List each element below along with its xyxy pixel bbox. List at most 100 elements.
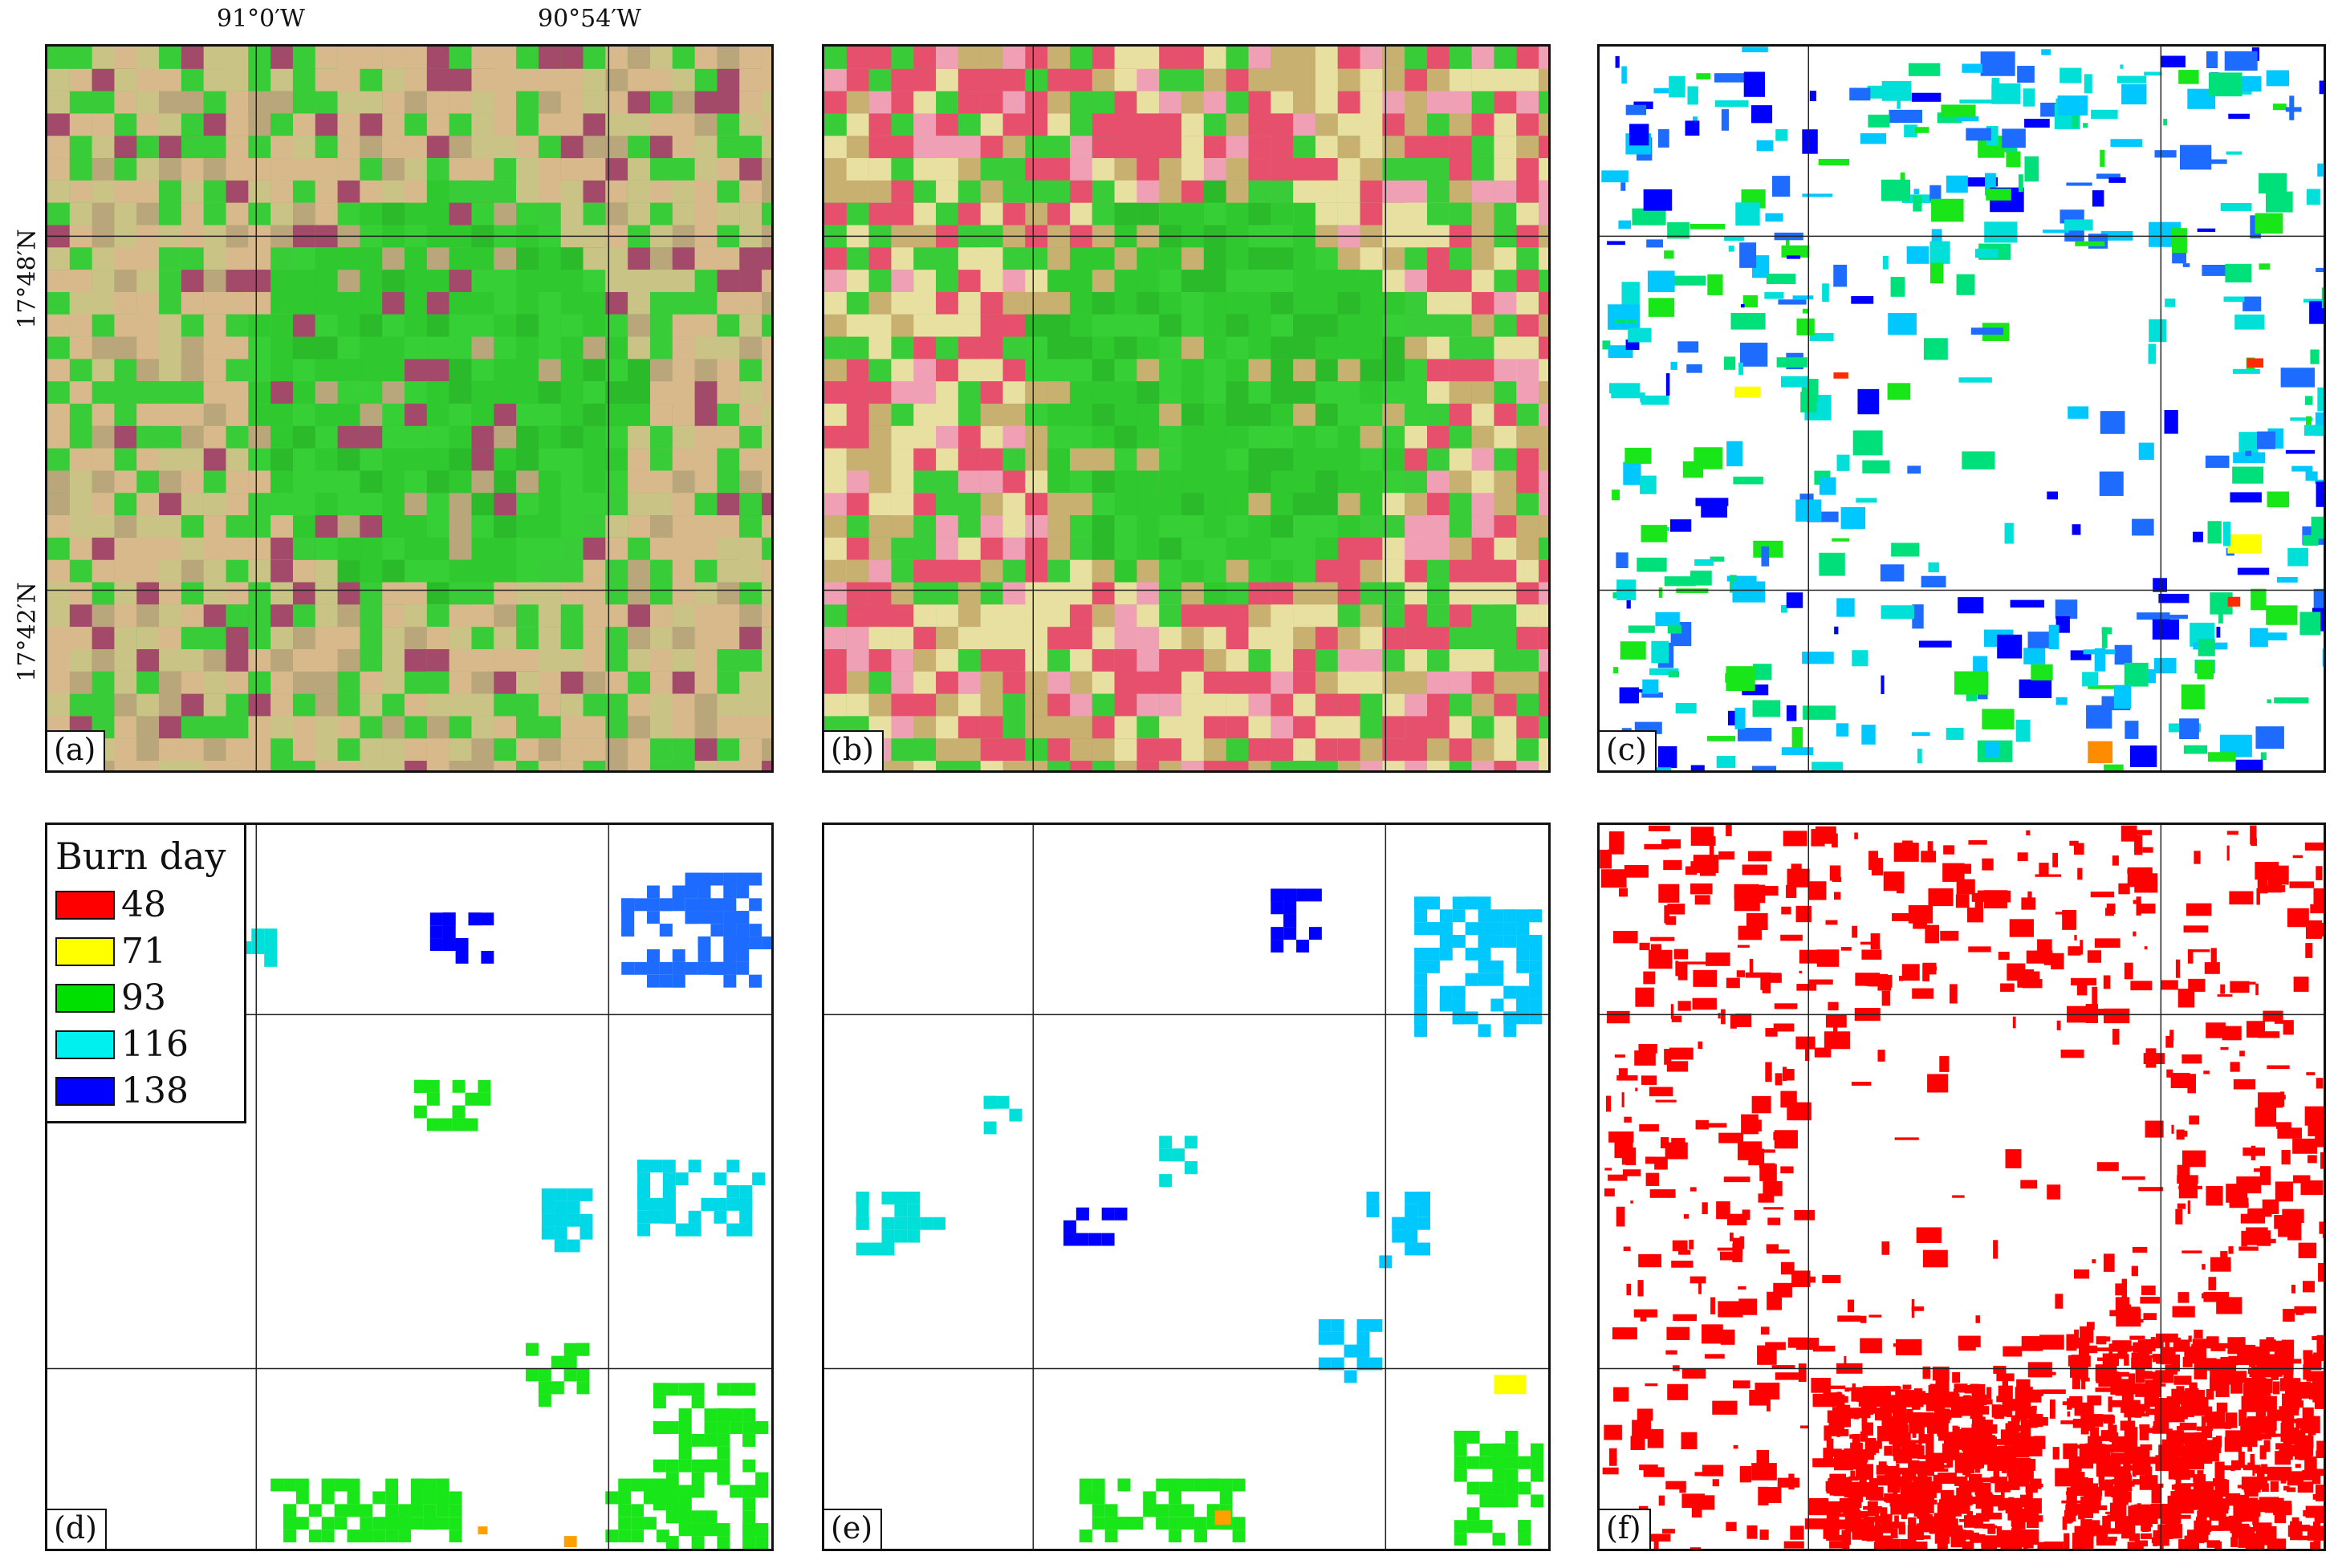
pixel-patch [360, 493, 383, 516]
pixel-patch [1466, 1507, 1480, 1521]
pixel-patch [203, 671, 226, 694]
pixel-patch [2102, 1455, 2108, 1473]
pixel-patch [226, 158, 249, 181]
pixel-patch [2222, 522, 2230, 546]
pixel-patch [1825, 1014, 1847, 1028]
pixel-patch [2018, 174, 2023, 193]
pixel-patch [1966, 1511, 1974, 1525]
pixel-patch [762, 936, 771, 949]
pixel-patch [2229, 1197, 2249, 1208]
pixel-patch [2236, 1434, 2258, 1447]
pixel-patch [1649, 1189, 1676, 1198]
pixel-patch [1366, 1191, 1380, 1204]
pixel-patch [1600, 869, 1627, 888]
pixel-patch [1993, 1366, 2007, 1374]
pixel-patch [2052, 1447, 2059, 1460]
pixel-patch [1996, 1525, 2003, 1542]
pixel-patch [1621, 66, 1627, 84]
pixel-patch [1478, 947, 1491, 961]
pixel-patch [672, 247, 695, 270]
pixel-patch [248, 113, 271, 136]
pixel-patch [1789, 1478, 1795, 1484]
pixel-patch [1929, 1468, 1949, 1473]
pixel-patch [1181, 627, 1204, 650]
pixel-patch [2227, 534, 2262, 554]
pixel-patch [691, 1485, 705, 1498]
pixel-patch [516, 113, 539, 136]
pixel-patch [426, 359, 449, 382]
pixel-patch [47, 180, 70, 203]
pixel-patch [1630, 1436, 1645, 1451]
pixel-patch [1879, 1432, 1893, 1442]
pixel-patch [1136, 425, 1160, 449]
pixel-patch [1643, 971, 1656, 985]
pixel-patch [2188, 1462, 2200, 1468]
pixel-patch [554, 1239, 567, 1253]
pixel-patch [136, 693, 160, 717]
pixel-patch [2216, 1297, 2242, 1314]
pixel-patch [2308, 1117, 2324, 1137]
pixel-patch [203, 761, 226, 770]
pixel-patch [560, 559, 583, 583]
pixel-patch [1681, 1432, 1698, 1450]
pixel-patch [1360, 537, 1383, 560]
pixel-patch [1650, 936, 1675, 941]
pixel-patch [1414, 947, 1428, 961]
pixel-patch [1169, 1491, 1182, 1505]
pixel-patch [1655, 611, 1680, 627]
pixel-patch [2289, 881, 2314, 888]
pixel-patch [541, 1226, 555, 1240]
pixel-patch [1492, 1456, 1506, 1469]
pixel-patch [1881, 1403, 1889, 1412]
pixel-patch [1466, 1456, 1480, 1469]
pixel-patch [436, 1504, 449, 1517]
pixel-patch [1079, 1491, 1092, 1505]
pixel-patch [1613, 1387, 1629, 1402]
pixel-patch [980, 247, 1003, 270]
pixel-patch [2129, 1306, 2141, 1314]
pixel-patch [1337, 671, 1360, 694]
pixel-patch [2230, 1537, 2238, 1547]
pixel-patch [2142, 847, 2153, 853]
pixel-patch [739, 1197, 753, 1211]
pixel-patch [1984, 221, 2018, 243]
pixel-patch [685, 911, 698, 924]
pixel-patch [1658, 1495, 1665, 1506]
pixel-patch [936, 202, 958, 225]
pixel-patch [69, 649, 92, 672]
pixel-patch [662, 1172, 676, 1186]
pixel-patch [2313, 888, 2324, 906]
pixel-patch [2316, 866, 2323, 880]
pixel-patch [429, 925, 443, 939]
pixel-patch [1479, 1494, 1493, 1508]
pixel-patch [1623, 1169, 1641, 1176]
pixel-patch [2189, 1534, 2206, 1543]
pixel-patch [980, 761, 1026, 770]
pixel-patch [2177, 1203, 2186, 1209]
pixel-patch [1804, 1044, 1810, 1062]
pixel-patch [1707, 1123, 1727, 1128]
pixel-patch [181, 247, 204, 270]
pixel-patch [717, 381, 740, 404]
pixel-patch [1360, 761, 1383, 770]
pixel-patch [405, 336, 427, 360]
pixel-patch [1861, 949, 1882, 960]
pixel-patch [913, 291, 937, 315]
pixel-patch [560, 716, 583, 739]
pixel-patch [1641, 692, 1663, 698]
pixel-patch [1702, 1464, 1724, 1477]
pixel-patch [2292, 855, 2303, 859]
pixel-patch [1911, 1306, 1924, 1311]
pixel-patch [653, 1383, 666, 1396]
pixel-patch [1780, 376, 1809, 388]
pixel-patch [576, 1368, 590, 1382]
pixel-patch [449, 336, 472, 360]
pixel-patch [1092, 270, 1115, 292]
pixel-patch [2259, 1378, 2271, 1396]
pixel-patch [1405, 761, 1428, 770]
pixel-patch [618, 1478, 632, 1492]
pixel-patch [1771, 1365, 1795, 1369]
pixel-patch [1952, 1371, 1961, 1383]
pixel-patch [382, 761, 405, 770]
pixel-patch [526, 1343, 539, 1356]
